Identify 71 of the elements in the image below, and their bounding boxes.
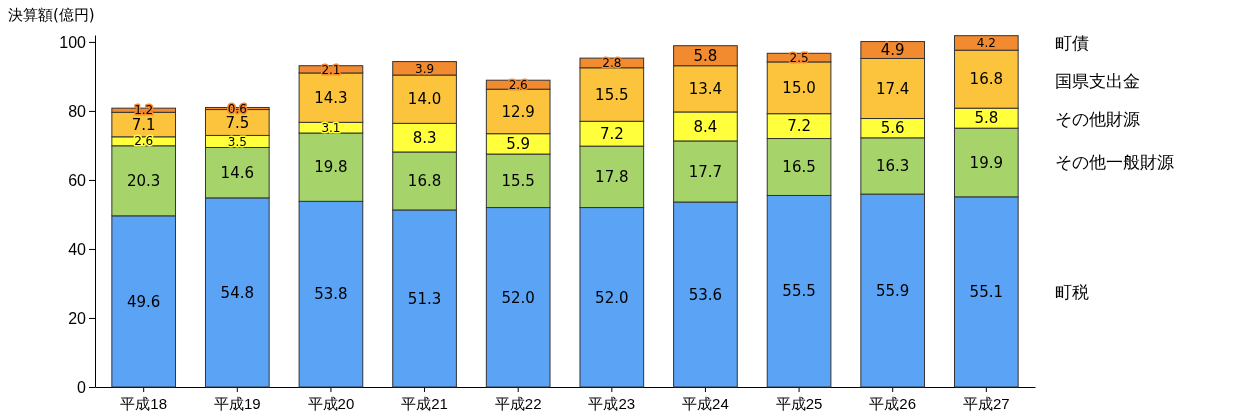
data-label: 13.4 <box>688 80 723 99</box>
data-label: 4.9 <box>880 41 905 60</box>
x-tick-label: 平成18 <box>120 394 168 412</box>
y-tick-label: 20 <box>68 309 87 327</box>
data-label: 2.6 <box>508 77 528 92</box>
data-label: 12.9 <box>501 102 535 121</box>
data-label: 55.9 <box>875 281 910 300</box>
data-label: 53.6 <box>688 285 723 304</box>
data-label: 5.8 <box>974 109 999 128</box>
data-label: 14.6 <box>220 163 255 182</box>
x-tick-label: 平成21 <box>401 394 448 412</box>
data-label: 15.5 <box>595 85 629 104</box>
data-label: 4.2 <box>976 36 996 51</box>
y-tick-label: 80 <box>68 102 87 120</box>
text: その他一般財源 <box>1055 152 1174 173</box>
data-label: 7.5 <box>225 113 250 132</box>
x-tick-label: 平成23 <box>588 394 636 412</box>
text: その他財源 <box>1055 108 1140 129</box>
data-label: 3.1 <box>321 120 341 135</box>
data-label: 55.5 <box>782 282 816 301</box>
data-label: 8.3 <box>412 128 437 147</box>
text: 町税 <box>1055 281 1089 302</box>
data-label: 16.8 <box>407 172 442 191</box>
data-label: 2.8 <box>602 56 622 71</box>
data-label: 17.4 <box>875 79 910 98</box>
y-axis-title: 決算額(億円) <box>8 6 95 24</box>
data-label: 16.3 <box>875 157 910 176</box>
data-label: 2.6 <box>134 134 154 149</box>
data-label: 3.5 <box>227 134 247 149</box>
data-label: 53.8 <box>314 285 348 304</box>
x-tick-label: 平成27 <box>962 394 1010 412</box>
data-label: 16.5 <box>782 158 816 177</box>
y-tick-label: 40 <box>68 240 87 258</box>
data-label: 0.6 <box>227 101 247 116</box>
data-label: 17.7 <box>688 162 723 181</box>
data-label: 2.5 <box>789 50 809 65</box>
data-label: 52.0 <box>501 288 535 307</box>
text: 国県支出金 <box>1055 70 1140 91</box>
x-tick-label: 平成19 <box>213 394 261 412</box>
x-tick-label: 平成26 <box>869 394 917 412</box>
data-label: 51.3 <box>407 289 442 308</box>
data-label: 17.8 <box>595 168 629 187</box>
x-tick-label: 平成25 <box>775 394 823 412</box>
x-tick-label: 平成22 <box>494 394 542 412</box>
y-tick-label: 60 <box>68 171 87 189</box>
data-label: 15.0 <box>782 79 816 98</box>
text: 町債 <box>1055 32 1089 53</box>
x-tick-label: 平成24 <box>682 394 729 412</box>
x-tick-label: 平成20 <box>307 394 355 412</box>
data-label: 2.1 <box>321 62 341 77</box>
y-tick-label: 0 <box>77 378 87 396</box>
data-label: 19.8 <box>314 158 348 177</box>
data-label: 15.5 <box>501 172 535 191</box>
data-label: 20.3 <box>126 172 161 191</box>
data-label: 49.6 <box>126 292 161 311</box>
data-label: 14.0 <box>407 90 442 109</box>
data-label: 5.9 <box>506 135 531 154</box>
data-label: 19.9 <box>969 153 1004 172</box>
data-label: 54.8 <box>220 283 255 302</box>
data-label: 7.1 <box>131 115 156 134</box>
data-label: 7.2 <box>599 124 624 143</box>
data-label: 3.9 <box>415 61 435 76</box>
data-label: 5.8 <box>693 46 718 65</box>
data-label: 8.4 <box>693 117 718 136</box>
data-label: 16.8 <box>969 70 1004 89</box>
y-tick-label: 100 <box>59 33 87 51</box>
data-label: 52.0 <box>595 288 629 307</box>
data-label: 14.3 <box>314 88 348 107</box>
data-label: 5.6 <box>880 119 905 138</box>
data-label: 7.2 <box>787 117 811 136</box>
data-label: 55.1 <box>969 283 1004 302</box>
